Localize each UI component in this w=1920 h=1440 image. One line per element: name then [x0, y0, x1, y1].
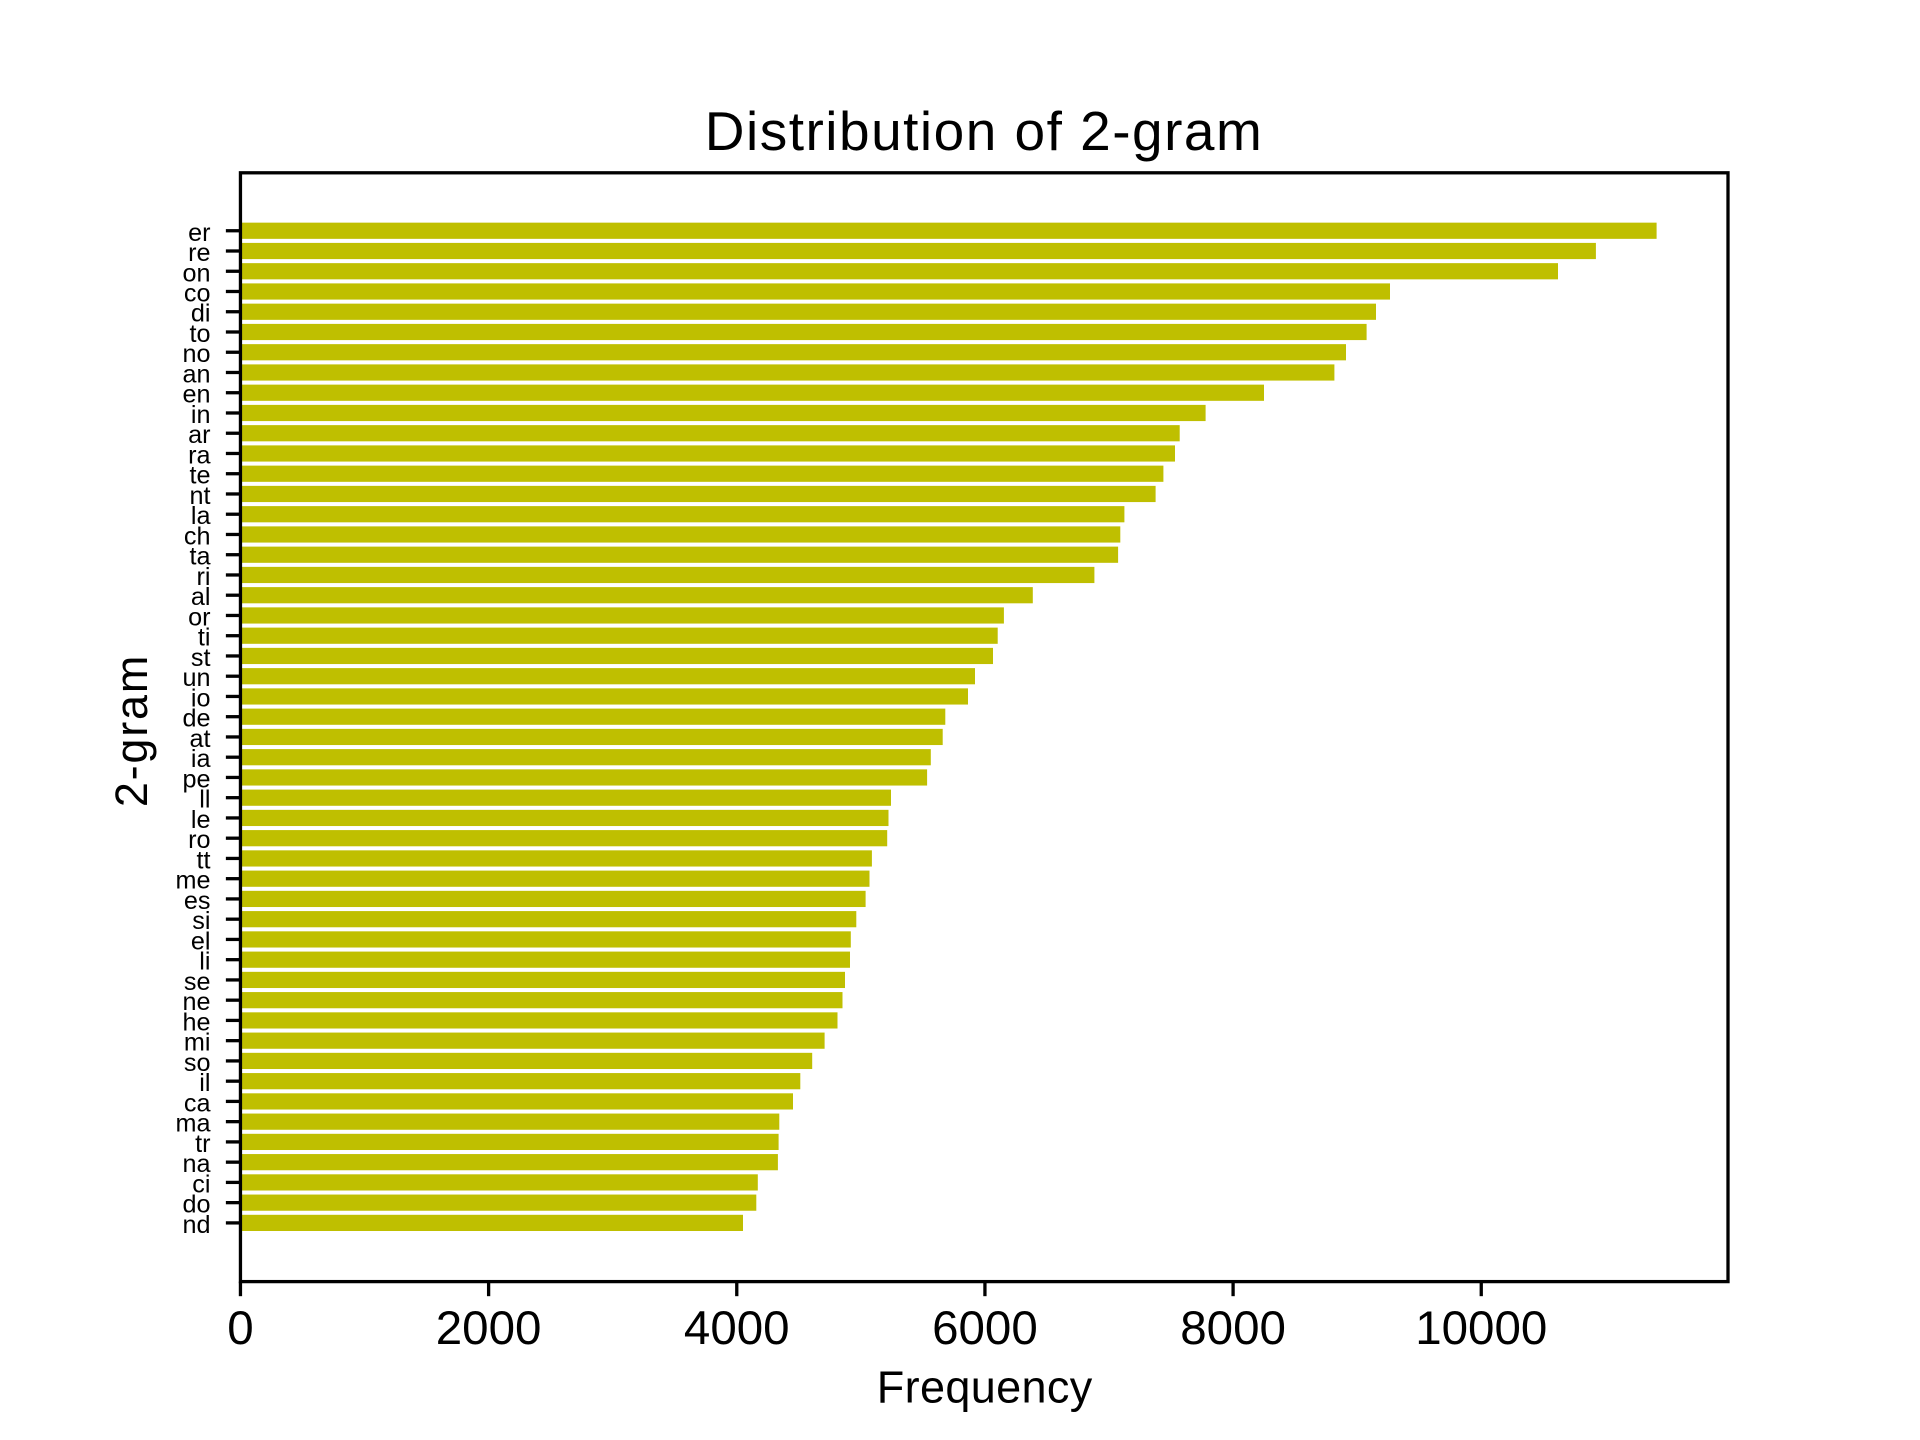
svg-text:tr: tr: [195, 1130, 210, 1158]
svg-text:an: an: [182, 360, 210, 388]
svg-text:la: la: [191, 502, 212, 530]
svg-text:ia: ia: [191, 745, 212, 773]
svg-text:mi: mi: [184, 1029, 211, 1057]
svg-text:te: te: [189, 462, 210, 490]
svg-text:di: di: [191, 300, 211, 328]
svg-text:Frequency: Frequency: [877, 1362, 1093, 1413]
svg-text:ra: ra: [188, 441, 211, 469]
svg-text:2000: 2000: [436, 1302, 542, 1355]
svg-text:so: so: [184, 1049, 211, 1077]
svg-text:nd: nd: [182, 1211, 210, 1239]
svg-text:at: at: [189, 725, 210, 753]
svg-text:al: al: [191, 583, 211, 611]
svg-text:un: un: [182, 664, 210, 692]
svg-text:ci: ci: [192, 1170, 210, 1198]
svg-text:es: es: [184, 887, 211, 915]
svg-text:il: il: [199, 1069, 210, 1097]
svg-text:8000: 8000: [1180, 1302, 1286, 1355]
svg-text:nt: nt: [189, 482, 210, 510]
svg-text:ne: ne: [182, 988, 210, 1016]
svg-text:no: no: [182, 340, 210, 368]
svg-text:4000: 4000: [684, 1302, 790, 1355]
svg-text:co: co: [184, 279, 211, 307]
svg-text:to: to: [189, 320, 210, 348]
svg-text:io: io: [191, 684, 211, 712]
svg-text:re: re: [188, 239, 210, 267]
svg-text:li: li: [199, 948, 210, 976]
svg-text:6000: 6000: [932, 1302, 1038, 1355]
svg-text:si: si: [192, 907, 210, 935]
svg-text:na: na: [182, 1150, 211, 1178]
svg-text:de: de: [182, 705, 210, 733]
svg-text:pe: pe: [182, 765, 210, 793]
svg-text:ma: ma: [176, 1110, 212, 1138]
svg-text:ro: ro: [188, 826, 210, 854]
svg-text:in: in: [191, 401, 211, 429]
svg-text:ti: ti: [198, 624, 211, 652]
svg-text:se: se: [184, 968, 211, 996]
svg-text:el: el: [191, 927, 211, 955]
svg-text:or: or: [188, 603, 210, 631]
svg-text:en: en: [182, 381, 210, 409]
svg-text:2-gram: 2-gram: [106, 656, 157, 808]
svg-text:he: he: [182, 1008, 210, 1036]
svg-text:ll: ll: [199, 786, 210, 814]
svg-text:ch: ch: [184, 522, 211, 550]
svg-text:ta: ta: [189, 543, 211, 571]
svg-text:st: st: [191, 644, 211, 672]
svg-text:10000: 10000: [1415, 1302, 1547, 1355]
svg-text:0: 0: [227, 1302, 253, 1355]
svg-text:do: do: [182, 1191, 210, 1219]
svg-text:on: on: [182, 259, 210, 287]
svg-text:ri: ri: [197, 563, 211, 591]
svg-text:er: er: [188, 219, 210, 247]
svg-text:me: me: [176, 867, 211, 895]
svg-text:le: le: [191, 806, 211, 834]
svg-text:ca: ca: [184, 1089, 212, 1117]
svg-text:Distribution of 2-gram: Distribution of 2-gram: [705, 100, 1262, 162]
svg-text:tt: tt: [197, 846, 211, 874]
svg-text:ar: ar: [188, 421, 210, 449]
